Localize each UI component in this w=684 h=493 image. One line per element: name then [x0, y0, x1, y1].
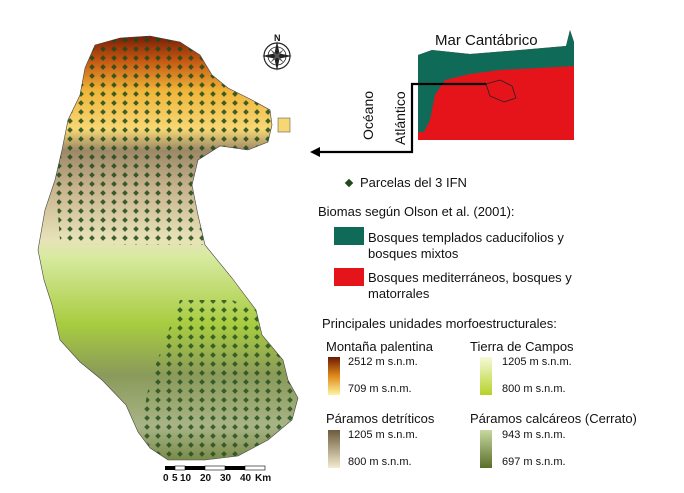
unit-montana-name: Montaña palentina [326, 339, 433, 354]
temperate-swatch [334, 227, 364, 245]
scale-tick-5: 5 [172, 473, 178, 484]
compass-north-label: N [274, 33, 281, 43]
plot-marker-icon [344, 178, 354, 188]
unit-tierra-name: Tierra de Campos [470, 339, 574, 354]
unit-montana-min: 709 m s.n.m. [348, 383, 412, 395]
unit-calcareos-max: 943 m s.n.m. [502, 429, 566, 441]
scale-tick-10: 10 [180, 473, 192, 484]
inset-province-outline [485, 79, 517, 103]
paramos-calcareos-gradient-swatch [480, 430, 492, 468]
scale-bar [165, 465, 266, 471]
unit-detriticos-max: 1205 m s.n.m. [348, 429, 418, 441]
sea-label: Mar Cantábrico [435, 32, 538, 49]
scale-tick-20: 20 [200, 473, 212, 484]
plots-legend-label: Parcelas del 3 IFN [360, 175, 467, 190]
scale-tick-0: 0 [163, 473, 169, 484]
arrow-icon [310, 147, 320, 157]
unit-calcareos-min: 697 m s.n.m. [502, 456, 566, 468]
biome-temperate-label-1: Bosques templados caducifolios y [368, 230, 564, 245]
tierra-gradient-swatch [480, 357, 492, 395]
inset-map [310, 30, 574, 157]
unit-detriticos-name: Páramos detríticos [326, 411, 435, 426]
ocean-label-line1: Océano [360, 90, 376, 140]
montana-gradient-swatch [328, 357, 340, 395]
biome-temperate-label-2: bosques mixtos [368, 246, 459, 261]
plots-north [55, 36, 272, 245]
biome-mediterranean-label-2: matorrales [368, 286, 430, 301]
ocean-label-line2: Atlántico [392, 91, 408, 145]
unit-calcareos-name: Páramos calcáreos (Cerrato) [470, 411, 637, 426]
compass-icon [262, 41, 292, 71]
enclave-shape [277, 117, 291, 133]
plots-south [140, 300, 298, 460]
unit-tierra-min: 800 m s.n.m. [502, 383, 566, 395]
units-title: Principales unidades morfoestructurales: [322, 316, 557, 331]
scale-unit: Km [255, 473, 272, 484]
unit-detriticos-min: 800 m s.n.m. [348, 456, 412, 468]
scale-tick-40: 40 [240, 473, 252, 484]
mediterranean-swatch [334, 268, 364, 286]
biome-mediterranean-label-1: Bosques mediterráneos, bosques y [368, 270, 572, 285]
scale-tick-30: 30 [220, 473, 232, 484]
paramos-detriticos-gradient-swatch [328, 430, 340, 468]
biomes-title: Biomas según Olson et al. (2001): [318, 204, 515, 219]
unit-montana-max: 2512 m s.n.m. [348, 356, 418, 368]
unit-tierra-max: 1205 m s.n.m. [502, 356, 572, 368]
